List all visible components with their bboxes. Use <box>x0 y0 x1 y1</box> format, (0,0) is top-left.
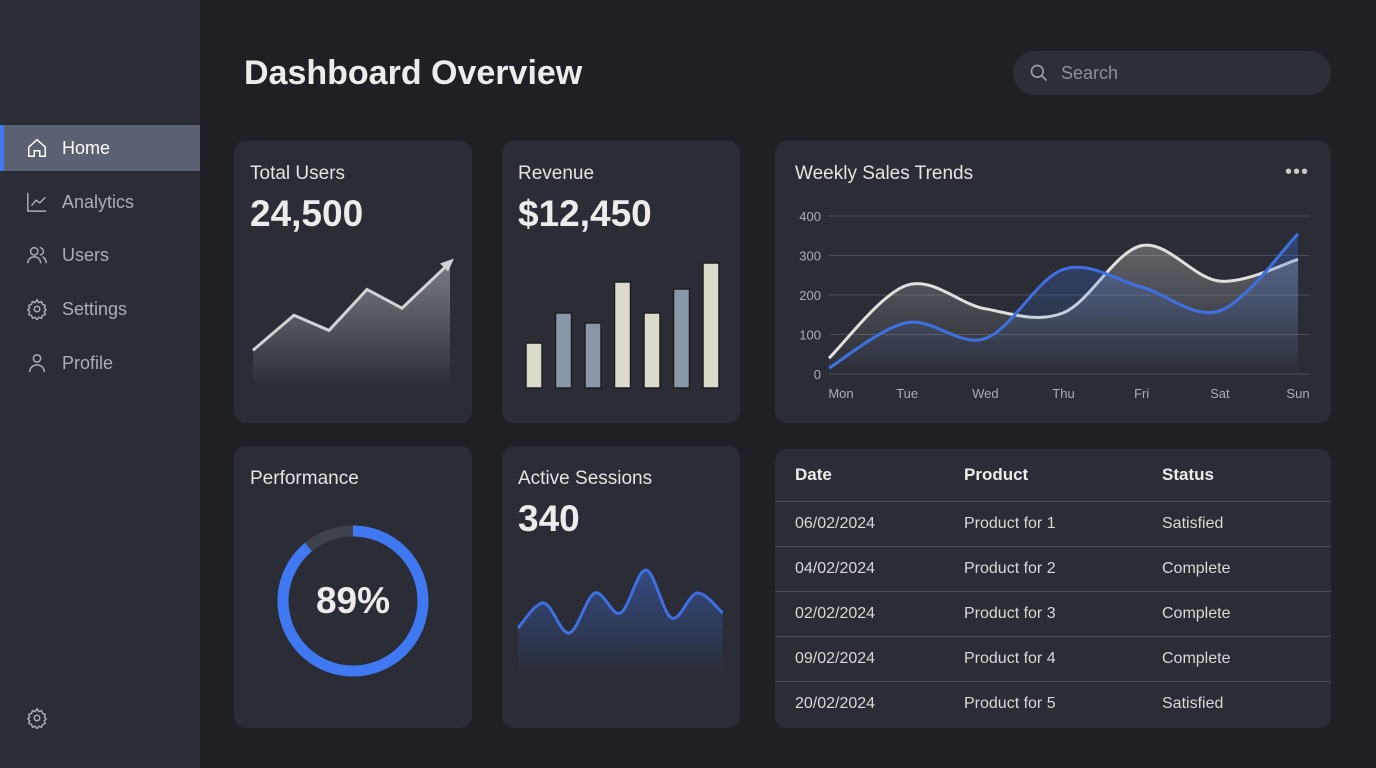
sidebar-item-label: Users <box>62 244 110 265</box>
card-value: $12,450 <box>518 193 652 234</box>
chart-title: Weekly Sales Trends <box>795 163 974 184</box>
table-row[interactable]: 06/02/2024 Product for 1 Satisfied <box>775 501 1331 547</box>
table-row[interactable]: 04/02/2024 Product for 2 Complete <box>775 546 1331 592</box>
card-title: Active Sessions <box>518 468 653 489</box>
card-value: 24,500 <box>250 193 364 234</box>
settings-button[interactable] <box>0 695 200 741</box>
gear-icon <box>26 707 48 729</box>
search-input[interactable]: Search <box>1013 51 1331 95</box>
chart-icon <box>27 192 47 212</box>
users-icon <box>27 246 47 264</box>
y-tick-label: 100 <box>799 328 821 343</box>
sessions-trend-chart <box>516 568 724 676</box>
trend-line <box>516 568 724 635</box>
card-title: Performance <box>250 468 359 489</box>
product-cell: Product for 1 <box>964 501 1162 547</box>
sidebar-item-users[interactable]: Users <box>0 232 200 278</box>
x-tick-label: Tue <box>896 386 918 401</box>
series-line <box>828 232 1300 370</box>
sidebar-item-label: Profile <box>62 352 114 373</box>
active-sessions-card: Active Sessions 340 <box>502 446 740 728</box>
product-cell: Product for 2 <box>964 546 1162 592</box>
revenue-bar <box>672 288 691 389</box>
table-header-row: Date Product Status <box>775 449 1331 502</box>
performance-value: 89% <box>315 580 391 621</box>
x-tick-label: Thu <box>1052 386 1074 401</box>
product-cell: Product for 4 <box>964 636 1162 682</box>
x-tick-label: Fri <box>1134 386 1149 401</box>
sidebar-item-home[interactable]: Home <box>0 125 200 171</box>
home-icon <box>28 138 46 157</box>
date-cell: 04/02/2024 <box>775 546 964 592</box>
gear-icon <box>26 298 48 320</box>
product-cell: Product for 5 <box>964 694 1056 712</box>
sidebar-item-label: Settings <box>62 298 128 319</box>
page-title: Dashboard Overview <box>244 54 583 92</box>
status-cell: Complete <box>1162 546 1331 592</box>
column-header-status[interactable]: Status <box>1162 449 1331 502</box>
y-tick-label: 0 <box>814 367 821 382</box>
orders-table: Date Product Status 06/02/2024 Product fo… <box>775 449 1331 726</box>
revenue-bar-chart <box>525 262 720 389</box>
sidebar-item-analytics[interactable]: Analytics <box>0 179 200 225</box>
sidebar-item-settings[interactable]: Settings <box>0 286 200 332</box>
sidebar-item-profile[interactable]: Profile <box>0 340 200 386</box>
card-title: Revenue <box>518 163 595 184</box>
orders-table-card: Date Product Status 06/02/2024 Product fo… <box>775 449 1331 728</box>
revenue-bar <box>554 312 573 389</box>
performance-gauge <box>277 525 429 677</box>
revenue-bar <box>702 262 720 389</box>
y-tick-label: 300 <box>799 249 821 264</box>
trend-area <box>518 569 723 676</box>
search-placeholder: Search <box>1061 62 1119 83</box>
x-tick-label: Mon <box>828 386 853 401</box>
sidebar-item-label: Home <box>62 137 111 158</box>
user-icon <box>28 354 46 373</box>
sidebar-item-label: Analytics <box>62 191 135 212</box>
arrow-head <box>440 258 454 272</box>
column-header-date[interactable]: Date <box>775 449 964 502</box>
weekly-sales-chart: 0 100 200 300 400 Mon Tue Wed Thu Fri Sat Sun <box>799 209 1310 401</box>
revenue-card: Revenue $12,450 <box>502 141 740 423</box>
total-users-card: Total Users 24,500 <box>234 141 472 423</box>
revenue-bar <box>584 322 602 389</box>
table-row[interactable]: 02/02/2024 Product for 3 Complete <box>775 591 1331 637</box>
card-title: Total Users <box>250 163 346 184</box>
x-tick-label: Sun <box>1286 386 1309 401</box>
date-cell: 02/02/2024 <box>775 591 964 637</box>
date-cell: 20/02/2024 <box>795 694 876 712</box>
y-tick-label: 200 <box>799 288 821 303</box>
series-area <box>829 233 1298 374</box>
gauge-fill <box>277 525 429 677</box>
trend-area <box>253 262 450 387</box>
product-cell: Product for 3 <box>964 591 1162 637</box>
date-cell: 09/02/2024 <box>775 636 964 682</box>
trend-line <box>252 261 452 352</box>
status-cell: Complete <box>1162 591 1331 637</box>
date-cell: 06/02/2024 <box>775 501 964 547</box>
x-tick-label: Sat <box>1210 386 1230 401</box>
column-header-product[interactable]: Product <box>964 449 1162 502</box>
y-tick-label: 400 <box>799 209 821 224</box>
users-trend-chart <box>252 258 454 387</box>
card-value: 340 <box>518 498 580 539</box>
revenue-bar <box>525 342 543 389</box>
status-cell: Satisfied <box>1162 694 1224 712</box>
performance-card: Performance 89% <box>234 446 472 728</box>
sidebar: Home Analytics Users Settings Profile <box>0 0 200 768</box>
revenue-bar <box>643 312 661 389</box>
status-cell: Satisfied <box>1162 501 1331 547</box>
table-row[interactable]: 09/02/2024 Product for 4 Complete <box>775 636 1331 682</box>
status-cell: Complete <box>1162 636 1331 682</box>
weekly-sales-card: Weekly Sales Trends ••• 0 100 200 300 400 Mon… <box>775 141 1331 423</box>
more-options-icon[interactable]: ••• <box>1284 161 1309 183</box>
x-tick-label: Wed <box>972 386 999 401</box>
table-row[interactable]: 20/02/2024 Product for 5 Satisfied <box>775 681 1331 726</box>
revenue-bar <box>613 281 632 389</box>
search-icon <box>1030 64 1048 82</box>
